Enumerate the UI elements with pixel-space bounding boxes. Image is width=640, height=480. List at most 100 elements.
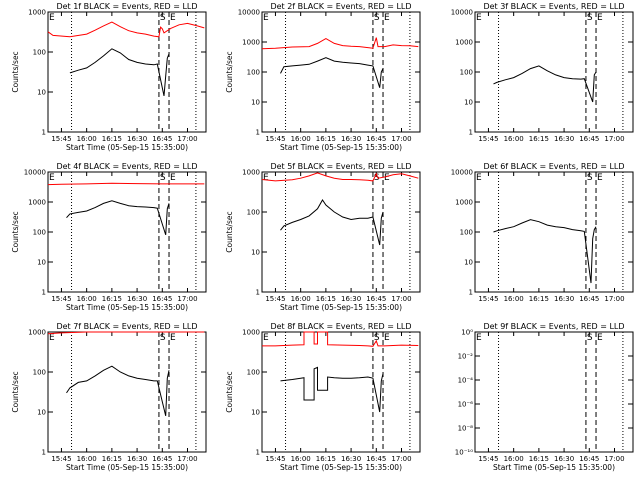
y-tick-label: 1 [256, 449, 260, 457]
marker-label-e: E [170, 173, 176, 183]
y-tick-label: 100 [33, 229, 46, 237]
y-axis-label: Counts/sec [225, 211, 234, 252]
y-tick-label: 1000 [242, 39, 260, 47]
x-tick-label: 16:15 [316, 455, 336, 463]
x-tick-label: 16:15 [529, 135, 549, 143]
y-tick-label: 10 [251, 249, 260, 257]
x-tick-label: 16:00 [291, 135, 311, 143]
y-tick-label: 10 [464, 99, 473, 107]
axes-frame [261, 331, 421, 453]
marker-label-left-e: E [263, 333, 269, 343]
marker-label-e: E [384, 173, 390, 183]
y-tick-label: 10000 [238, 9, 260, 17]
x-tick-label: 15:45 [51, 295, 71, 303]
x-tick-label: 16:00 [291, 295, 311, 303]
x-tick-label: 16:15 [102, 455, 122, 463]
x-tick-label: 16:45 [579, 135, 599, 143]
series-line-events [493, 219, 597, 284]
marker-label-left-e: E [49, 13, 55, 23]
marker-label-e: E [170, 13, 176, 23]
x-tick-label: 15:45 [265, 135, 285, 143]
x-axis-label: Start Time (05-Sep-15 15:35:00) [280, 303, 402, 312]
x-tick-label: 16:00 [504, 455, 524, 463]
series-line-events [280, 199, 384, 246]
x-tick-label: 16:30 [127, 135, 147, 143]
x-tick-label: 15:45 [478, 455, 498, 463]
x-tick-label: 16:00 [77, 295, 97, 303]
x-tick-label: 16:45 [152, 455, 172, 463]
x-tick-label: 16:30 [127, 455, 147, 463]
x-tick-label: 16:00 [504, 295, 524, 303]
y-tick-label: 10 [251, 409, 260, 417]
panel-title: Det 6f BLACK = Events, RED = LLD [483, 162, 624, 171]
x-tick-label: 16:30 [554, 455, 574, 463]
y-tick-label: 10⁻¹⁰ [455, 449, 473, 457]
x-tick-label: 16:30 [554, 135, 574, 143]
series-line-events [493, 65, 597, 103]
y-tick-label: 10⁻⁴ [458, 377, 474, 385]
marker-label-left-e: E [476, 173, 482, 183]
y-tick-label: 1 [469, 129, 473, 137]
panel-title: Det 1f BLACK = Events, RED = LLD [56, 2, 197, 11]
x-tick-label: 16:15 [529, 295, 549, 303]
x-tick-label: 16:45 [366, 295, 386, 303]
x-tick-label: 16:45 [579, 455, 599, 463]
y-tick-label: 1 [256, 129, 260, 137]
series-line-lld [262, 331, 419, 347]
y-tick-label: 100 [247, 209, 260, 217]
x-axis-label: Start Time (05-Sep-15 15:35:00) [66, 463, 188, 472]
x-tick-label: 17:00 [177, 455, 197, 463]
y-tick-label: 1 [469, 289, 473, 297]
x-axis-label: Start Time (05-Sep-15 15:35:00) [66, 303, 188, 312]
y-tick-label: 1000 [455, 39, 473, 47]
marker-label-s: S [587, 173, 593, 183]
y-tick-label: 100 [460, 229, 473, 237]
y-tick-label: 10⁻⁸ [458, 425, 474, 433]
panel-title: Det 7f BLACK = Events, RED = LLD [56, 322, 197, 331]
marker-label-e: E [384, 333, 390, 343]
x-tick-label: 16:15 [102, 295, 122, 303]
x-tick-label: 17:00 [177, 135, 197, 143]
panel-title: Det 9f BLACK = Events, RED = LLD [483, 322, 624, 331]
x-tick-label: 15:45 [265, 295, 285, 303]
x-axis-label: Start Time (05-Sep-15 15:35:00) [493, 463, 615, 472]
x-tick-label: 15:45 [51, 455, 71, 463]
marker-label-left-e: E [476, 333, 482, 343]
marker-label-s: S [587, 13, 593, 23]
y-tick-label: 10 [251, 99, 260, 107]
y-tick-label: 10000 [451, 169, 473, 177]
marker-label-e: E [597, 333, 603, 343]
panel-title: Det 2f BLACK = Events, RED = LLD [270, 2, 411, 11]
x-tick-label: 16:15 [316, 295, 336, 303]
x-tick-label: 16:15 [529, 455, 549, 463]
y-axis-label: Counts/sec [225, 371, 234, 412]
series-line-lld [261, 37, 419, 50]
marker-label-left-e: E [49, 173, 55, 183]
x-tick-label: 15:45 [265, 455, 285, 463]
marker-label-left-e: E [263, 13, 269, 23]
x-tick-label: 15:45 [478, 135, 498, 143]
y-axis-label: Counts/sec [225, 51, 234, 92]
x-tick-label: 16:15 [102, 135, 122, 143]
y-tick-label: 10000 [451, 9, 473, 17]
y-tick-label: 100 [460, 69, 473, 77]
series-line-events [280, 366, 384, 413]
y-tick-label: 100 [247, 69, 260, 77]
x-tick-label: 16:00 [504, 135, 524, 143]
y-tick-label: 10 [37, 89, 46, 97]
series-line-lld [261, 172, 419, 182]
y-tick-label: 10000 [24, 169, 46, 177]
series-line-events [66, 200, 170, 236]
marker-label-s: S [374, 13, 380, 23]
y-tick-label: 1 [256, 289, 260, 297]
x-tick-label: 16:30 [341, 455, 361, 463]
y-tick-label: 1000 [28, 199, 46, 207]
x-tick-label: 16:45 [366, 455, 386, 463]
x-tick-label: 16:00 [77, 455, 97, 463]
x-tick-label: 17:00 [177, 295, 197, 303]
